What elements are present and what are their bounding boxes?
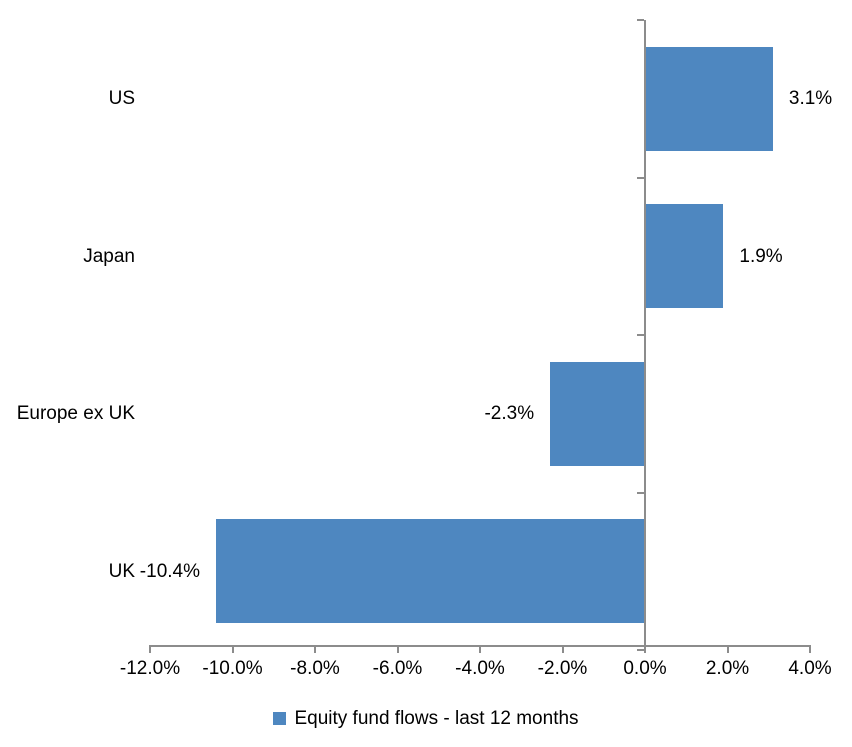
data-label-us: 3.1%	[788, 88, 833, 110]
data-label-japan: 1.9%	[739, 245, 783, 267]
x-axis-tick	[149, 645, 151, 653]
category-label-japan: Japan	[83, 245, 135, 267]
bar-uk	[216, 519, 645, 624]
bar-japan	[645, 204, 724, 309]
category-label-europe-ex-uk: Europe ex UK	[16, 403, 135, 425]
bar-us	[645, 46, 773, 151]
category-label-uk: UK	[108, 560, 135, 582]
x-tick-label: -2.0%	[537, 658, 588, 679]
x-tick-label: 0.0%	[623, 658, 667, 679]
x-axis-tick	[396, 645, 399, 653]
category-label-us: US	[108, 88, 135, 110]
y-axis-tick	[637, 176, 644, 179]
y-axis-tick	[637, 19, 644, 21]
x-tick-label: -12.0%	[119, 658, 181, 679]
legend-label: Equity fund flows - last 12 months	[294, 707, 579, 729]
x-tick-label: -6.0%	[372, 658, 423, 679]
x-axis-tick	[479, 645, 481, 653]
y-axis-tick	[637, 649, 644, 651]
x-axis-tick	[231, 645, 234, 653]
data-label-europe-ex-uk: -2.3%	[484, 403, 535, 425]
x-tick-label: -8.0%	[290, 658, 340, 679]
y-axis-tick	[637, 491, 644, 494]
y-axis-line	[644, 20, 646, 653]
x-axis-tick	[561, 645, 564, 653]
x-tick-label: 4.0%	[788, 658, 832, 679]
x-axis-tick	[726, 645, 729, 653]
legend: Equity fund flows - last 12 months	[0, 705, 852, 731]
x-tick-label: -10.0%	[202, 658, 263, 679]
data-label-uk: -10.4%	[139, 560, 200, 582]
legend-swatch	[273, 711, 287, 725]
y-axis-tick	[637, 334, 644, 336]
x-tick-label: 2.0%	[705, 658, 750, 679]
x-axis-tick	[314, 645, 316, 653]
bar-europe-ex-uk	[550, 361, 645, 466]
x-axis-tick	[644, 645, 646, 653]
x-axis-tick	[809, 645, 811, 653]
x-tick-label: -4.0%	[455, 658, 505, 679]
